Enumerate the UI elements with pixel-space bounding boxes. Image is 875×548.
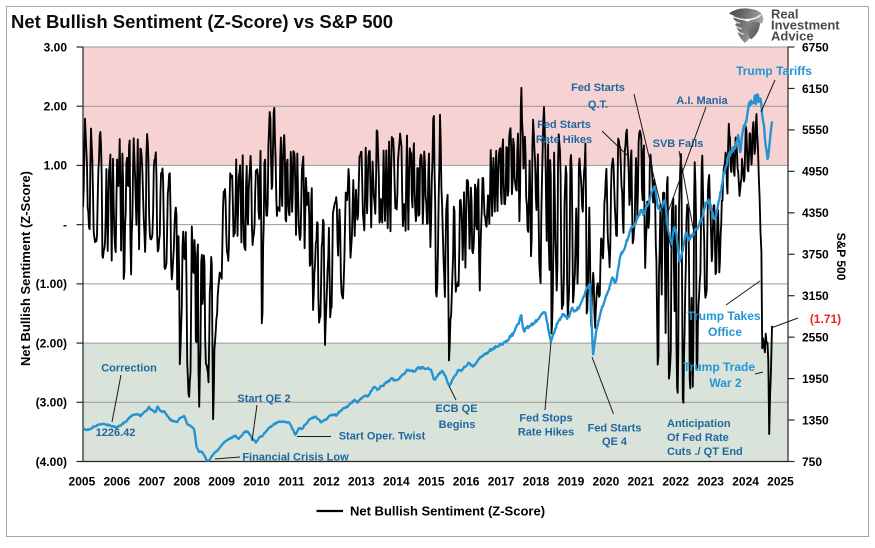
svg-text:1950: 1950: [802, 372, 829, 386]
svg-text:5550: 5550: [802, 123, 829, 137]
svg-text:2015: 2015: [418, 474, 445, 488]
svg-text:2013: 2013: [348, 474, 375, 488]
svg-text:Net Bullish Sentiment (Z-Score: Net Bullish Sentiment (Z-Score): [350, 504, 545, 519]
svg-text:2006: 2006: [103, 474, 130, 488]
svg-text:3750: 3750: [802, 248, 829, 262]
svg-text:Fed Starts: Fed Starts: [588, 423, 642, 435]
svg-text:2007: 2007: [138, 474, 165, 488]
svg-text:2012: 2012: [313, 474, 340, 488]
svg-text:Correction: Correction: [101, 363, 157, 375]
svg-text:3.00: 3.00: [44, 40, 68, 54]
svg-text:Fed Stops: Fed Stops: [519, 413, 572, 425]
svg-text:2019: 2019: [558, 474, 585, 488]
svg-text:2011: 2011: [278, 474, 304, 488]
svg-text:2008: 2008: [173, 474, 200, 488]
svg-text:Financial Crisis Low: Financial Crisis Low: [242, 452, 349, 464]
svg-text:6750: 6750: [802, 40, 829, 54]
svg-text:Start Oper. Twist: Start Oper. Twist: [339, 431, 426, 443]
svg-text:2025: 2025: [767, 474, 794, 488]
svg-text:Rate Hikes: Rate Hikes: [536, 134, 592, 146]
svg-text:(1.00): (1.00): [36, 277, 67, 291]
svg-text:Advice: Advice: [771, 29, 814, 44]
svg-text:Of Fed Rate: Of Fed Rate: [667, 432, 729, 444]
svg-text:(3.00): (3.00): [36, 396, 67, 410]
svg-text:2009: 2009: [208, 474, 235, 488]
svg-text:Trump Tariffs: Trump Tariffs: [736, 64, 812, 78]
svg-text:2550: 2550: [802, 330, 829, 344]
svg-text:2022: 2022: [662, 474, 689, 488]
svg-text:Begins: Begins: [439, 419, 476, 431]
svg-text:-: -: [63, 218, 67, 232]
svg-text:S&P 500: S&P 500: [834, 233, 848, 281]
svg-text:War 2: War 2: [709, 376, 742, 390]
svg-text:Fed Starts: Fed Starts: [571, 82, 625, 94]
svg-text:4350: 4350: [802, 206, 829, 220]
svg-text:1350: 1350: [802, 413, 829, 427]
svg-text:2016: 2016: [453, 474, 480, 488]
svg-text:Net Bullish Sentiment (Z-Score: Net Bullish Sentiment (Z-Score): [18, 171, 33, 366]
svg-text:6150: 6150: [802, 82, 829, 96]
svg-text:2.00: 2.00: [44, 100, 68, 114]
svg-text:2021: 2021: [627, 474, 654, 488]
svg-text:Investment: Investment: [771, 18, 840, 33]
svg-text:2005: 2005: [69, 474, 96, 488]
svg-text:2010: 2010: [243, 474, 270, 488]
svg-text:ECB QE: ECB QE: [435, 403, 477, 415]
svg-text:(2.00): (2.00): [36, 336, 67, 350]
svg-text:(4.00): (4.00): [36, 455, 67, 469]
svg-text:1226.42: 1226.42: [96, 427, 136, 439]
svg-text:1.00: 1.00: [44, 159, 68, 173]
svg-text:4950: 4950: [802, 165, 829, 179]
svg-text:Start QE 2: Start QE 2: [237, 393, 290, 405]
svg-text:2023: 2023: [697, 474, 724, 488]
svg-text:Net Bullish Sentiment (Z-Score: Net Bullish Sentiment (Z-Score) vs S&P 5…: [11, 11, 393, 32]
svg-text:A.I. Mania: A.I. Mania: [676, 95, 728, 107]
svg-text:Q.T.: Q.T.: [588, 99, 608, 111]
svg-text:Rate Hikes: Rate Hikes: [518, 427, 574, 439]
svg-text:(1.71): (1.71): [810, 312, 841, 326]
svg-text:2020: 2020: [593, 474, 620, 488]
svg-text:3150: 3150: [802, 289, 829, 303]
svg-text:2014: 2014: [383, 474, 410, 488]
svg-text:Fed Starts: Fed Starts: [537, 119, 591, 131]
svg-text:2018: 2018: [523, 474, 550, 488]
svg-text:SVB Fails: SVB Fails: [653, 138, 704, 150]
svg-text:QE 4: QE 4: [602, 436, 628, 448]
svg-text:Trump Trade: Trump Trade: [683, 360, 755, 374]
svg-text:Trump Takes: Trump Takes: [687, 309, 760, 323]
svg-text:750: 750: [802, 455, 822, 469]
svg-text:Real: Real: [771, 7, 798, 22]
svg-text:Anticipation: Anticipation: [667, 418, 731, 430]
svg-text:2024: 2024: [732, 474, 759, 488]
svg-text:2017: 2017: [488, 474, 515, 488]
svg-text:Cuts ./ QT End: Cuts ./ QT End: [667, 446, 743, 458]
svg-text:Office: Office: [708, 325, 742, 339]
